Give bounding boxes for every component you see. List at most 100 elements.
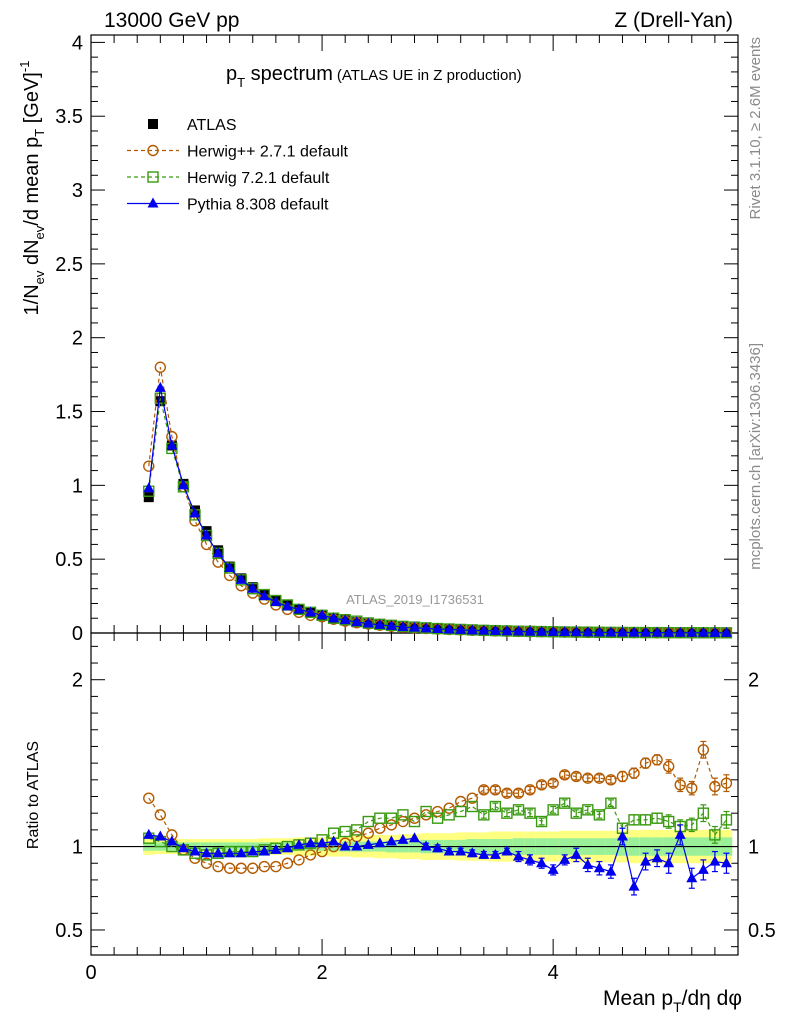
ratio-point-herwig-7-2-1-default — [524, 807, 536, 819]
ratio-point-herwig-2-7-1-default — [443, 802, 455, 814]
ratio-line-herwig-7-2-1-default — [148, 802, 727, 856]
ratio-point-herwig-2-7-1-default — [512, 787, 525, 799]
data-point-pythia-8-308-default — [201, 529, 213, 540]
ratio-point-pythia-8-308-default — [385, 835, 397, 846]
data-point-pythia-8-308-default — [489, 624, 501, 635]
legend-marker — [147, 197, 159, 208]
ratio-point-herwig-2-7-1-default — [143, 792, 155, 804]
plot-title-p-subscript: T — [237, 75, 245, 90]
ratio-point-pythia-8-308-default — [432, 842, 444, 853]
ratio-point-pythia-8-308-default — [616, 830, 628, 841]
ratio-point-herwig-2-7-1-default — [651, 754, 663, 766]
data-point-pythia-8-308-default — [293, 603, 305, 614]
data-point-pythia-8-308-default — [143, 482, 155, 493]
ratio-point-herwig-2-7-1-default — [281, 857, 294, 869]
ratio-point-herwig-7-2-1-default — [651, 812, 663, 824]
ratio-point-herwig-2-7-1-default — [293, 854, 305, 866]
ratio-point-pythia-8-308-default — [316, 837, 328, 848]
ratio-ytick-label: 1 — [72, 837, 83, 859]
data-point-pythia-8-308-default — [478, 624, 490, 635]
header-process-label: Z (Drell-Yan) — [614, 9, 733, 32]
ratio-point-pythia-8-308-default — [720, 857, 732, 868]
xtick-label: 0 — [85, 962, 96, 984]
ratio-point-herwig-2-7-1-default — [570, 770, 582, 783]
ratio-series — [143, 740, 733, 896]
mcplots-reference-label: mcplots.cern.ch [arXiv:1306.3436] — [747, 343, 764, 570]
ratio-point-herwig-7-2-1-default — [408, 815, 421, 828]
data-point-pythia-8-308-default — [640, 626, 652, 637]
ratio-point-herwig-7-2-1-default — [489, 800, 502, 813]
ratio-point-herwig-7-2-1-default — [362, 815, 374, 828]
ratio-point-herwig-7-2-1-default — [639, 814, 652, 826]
data-point-pythia-8-308-default — [616, 626, 628, 637]
data-point-pythia-8-308-default — [697, 626, 709, 637]
plot-title-p: p — [226, 63, 237, 85]
legend-entry-herwig-7-2-1-default: Herwig 7.2.1 default — [127, 170, 330, 187]
data-point-atlas — [155, 396, 166, 407]
ratio-point-herwig-7-2-1-default — [374, 812, 386, 824]
data-point-pythia-8-308-default — [374, 618, 386, 629]
data-point-pythia-8-308-default — [547, 625, 559, 636]
ratio-point-herwig-7-2-1-default — [593, 809, 606, 821]
ratio-point-herwig-2-7-1-default — [397, 815, 409, 828]
data-point-pythia-8-308-default — [709, 626, 721, 637]
data-point-pythia-8-308-default — [420, 622, 432, 633]
ratio-point-pythia-8-308-default — [651, 852, 663, 863]
ratio-point-pythia-8-308-default — [570, 848, 582, 859]
main-ytick-label: 0.5 — [55, 549, 83, 571]
ratio-point-pythia-8-308-default — [166, 835, 178, 846]
ratio-point-herwig-7-2-1-default — [420, 805, 432, 818]
data-point-pythia-8-308-default — [235, 573, 247, 584]
ratio-point-herwig-7-2-1-default — [709, 829, 721, 841]
data-point-pythia-8-308-default — [524, 625, 536, 636]
data-point-pythia-8-308-default — [224, 562, 236, 573]
ratio-point-pythia-8-308-default — [605, 865, 617, 876]
ratio-point-herwig-7-2-1-default — [628, 814, 640, 826]
ratio-point-pythia-8-308-default — [258, 845, 270, 856]
data-point-pythia-8-308-default — [720, 626, 732, 637]
ratio-point-herwig-2-7-1-default — [720, 777, 733, 789]
ratio-point-herwig-2-7-1-default — [593, 772, 606, 784]
ratio-point-herwig-7-2-1-default — [443, 809, 455, 821]
ratio-point-pythia-8-308-default — [351, 840, 363, 851]
ratio-series-pythia-8-308-default — [143, 824, 732, 896]
ratio-point-pythia-8-308-default — [270, 843, 282, 854]
ratio-point-herwig-2-7-1-default — [362, 827, 374, 839]
ratio-point-pythia-8-308-default — [305, 837, 317, 848]
main-ytick-label: 1 — [72, 475, 83, 497]
ratio-point-pythia-8-308-default — [559, 853, 571, 864]
ratio-point-herwig-7-2-1-default — [431, 812, 444, 824]
legend-entry-pythia-8-308-default: Pythia 8.308 default — [127, 197, 329, 214]
data-point-pythia-8-308-default — [455, 623, 467, 634]
ratio-series-herwig-7-2-1-default — [143, 797, 733, 861]
ratio-point-herwig-2-7-1-default — [686, 782, 698, 794]
ratio-point-herwig-2-7-1-default — [709, 780, 721, 793]
ratio-point-herwig-2-7-1-default — [455, 795, 467, 808]
ratio-ytick-label-right: 0.5 — [748, 920, 776, 942]
data-point-pythia-8-308-default — [281, 600, 293, 611]
ratio-point-pythia-8-308-default — [501, 845, 513, 856]
data-point-pythia-8-308-default — [305, 606, 317, 617]
legend-label: Herwig++ 2.7.1 default — [187, 144, 349, 161]
ratio-point-herwig-7-2-1-default — [478, 809, 490, 821]
data-point-pythia-8-308-default — [432, 623, 444, 634]
ratio-point-pythia-8-308-default — [524, 853, 536, 864]
ratio-point-pythia-8-308-default — [466, 847, 478, 858]
ratio-point-herwig-7-2-1-default — [501, 807, 513, 819]
data-point-herwig-7-2-1-default — [154, 392, 167, 404]
ratio-ytick-label: 2 — [72, 670, 83, 692]
data-point-pythia-8-308-default — [339, 614, 351, 625]
data-point-pythia-8-308-default — [316, 609, 328, 620]
ratio-point-herwig-7-2-1-default — [570, 807, 582, 819]
data-point-herwig-2-7-1-default — [154, 361, 167, 373]
ratio-point-pythia-8-308-default — [154, 830, 166, 841]
ratio-point-herwig-2-7-1-default — [628, 767, 640, 779]
data-point-pythia-8-308-default — [570, 626, 582, 637]
legend-marker — [148, 119, 158, 129]
ratio-point-pythia-8-308-default — [547, 863, 559, 874]
analysis-id-label: ATLAS_2019_I1736531 — [346, 592, 484, 607]
ratio-point-pythia-8-308-default — [339, 840, 351, 851]
ratio-point-pythia-8-308-default — [512, 850, 524, 861]
ratio-point-herwig-7-2-1-default — [582, 804, 594, 816]
series-pythia-8-308-default — [143, 381, 732, 637]
